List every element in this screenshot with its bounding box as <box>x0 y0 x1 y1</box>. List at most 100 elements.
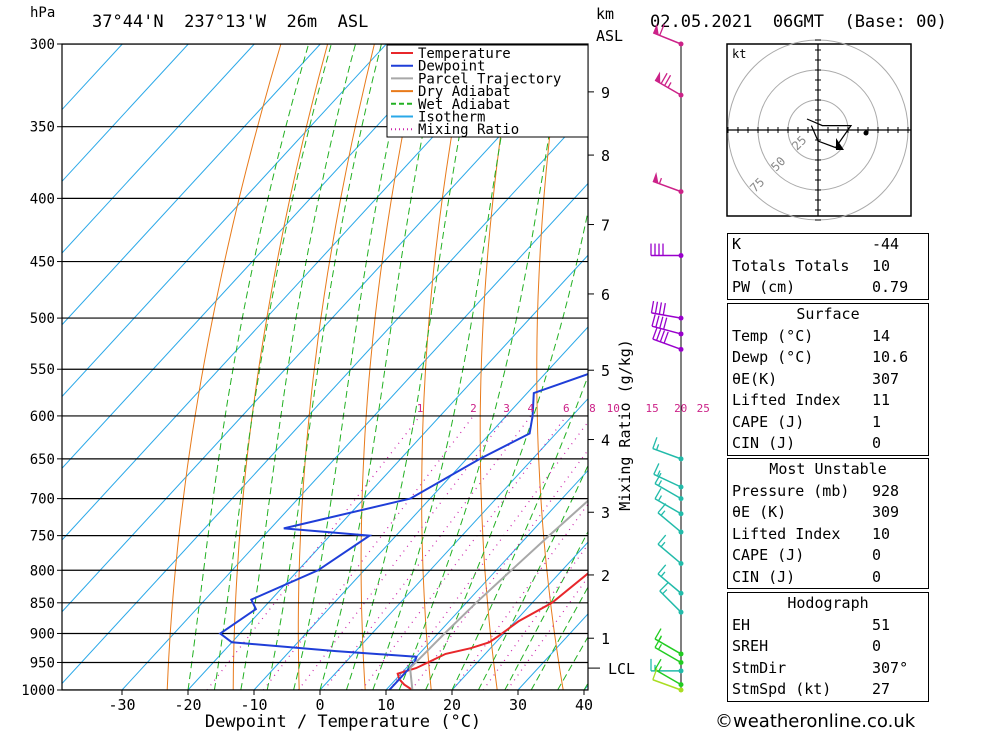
index-value: 14 <box>872 326 891 345</box>
wind-barb <box>659 582 684 615</box>
legend-label: Dry Adiabat <box>418 84 511 100</box>
mixing-ratio-line <box>482 543 588 690</box>
index-label: EH <box>732 615 751 634</box>
index-label: StmSpd (kt) <box>732 680 832 698</box>
x-tick-label: 20 <box>443 696 461 714</box>
index-row: Dewp (°C) 10.6 <box>728 347 928 369</box>
index-row: StmDir 307° <box>728 658 928 680</box>
wind-barb <box>657 503 684 535</box>
mixing-ratio-line <box>262 415 474 690</box>
x-tick-label: -10 <box>240 696 267 714</box>
legend-label: Wet Adiabat <box>418 97 511 113</box>
datetime-title: 02.05.2021 06GMT (Base: 00) <box>650 12 947 32</box>
wind-barb <box>654 636 684 665</box>
surface-table: Surface Temp (°C) 14 Dewp (°C) 10.6 θE(K) 307 L… <box>727 303 929 456</box>
index-row: CIN (J) 0 <box>728 433 928 455</box>
index-value: 51 <box>872 615 891 634</box>
isotherm <box>62 44 453 469</box>
legend-label: Isotherm <box>418 110 485 126</box>
km-label: 6 <box>601 286 610 304</box>
km-label: 5 <box>601 362 610 380</box>
pressure-label: 550 <box>30 362 55 378</box>
dry-adiabat <box>360 44 422 690</box>
index-row: θE(K) 307 <box>728 369 928 391</box>
index-value: 307 <box>872 369 900 388</box>
index-label: K <box>732 235 742 253</box>
index-label: Lifted Index <box>732 524 841 543</box>
mixing-ratio-label: 10 <box>607 402 620 415</box>
index-value: 10.6 <box>872 348 909 366</box>
x-tick-label: 30 <box>509 696 527 714</box>
pressure-label: 300 <box>30 37 55 53</box>
pressure-label: 350 <box>30 120 55 136</box>
legend-box <box>386 44 589 138</box>
table-section-title: Hodograph <box>787 594 869 612</box>
asl-label: ASL <box>596 27 624 45</box>
index-label: CIN (J) <box>732 567 796 586</box>
index-row: EH 51 <box>728 615 928 637</box>
isotherm <box>451 541 588 690</box>
isotherm <box>121 182 588 690</box>
index-row: K -44 <box>728 234 928 256</box>
wind-barb <box>650 243 684 259</box>
isotherm <box>62 44 519 541</box>
index-value: 0 <box>872 546 882 564</box>
wind-barb <box>657 564 684 596</box>
index-label: Lifted Index <box>732 391 841 409</box>
wet-adiabat <box>425 209 588 690</box>
index-label: Totals Totals <box>732 256 850 275</box>
wind-barb <box>654 472 684 502</box>
mixing-ratio-axis-label: Mixing Ratio (g/kg) <box>616 339 634 511</box>
table-section-title: Surface <box>796 305 860 323</box>
index-row: θE (K) 309 <box>728 502 928 524</box>
mixing-ratio-label: 2 <box>470 402 477 415</box>
hpa-label: hPa <box>30 5 56 21</box>
index-value: 0 <box>872 567 882 586</box>
wind-barb <box>653 463 684 490</box>
index-value: 307° <box>872 658 909 677</box>
table-section-title: Most Unstable <box>769 460 887 478</box>
series-parcel-trajectory <box>409 499 588 690</box>
km-label: 9 <box>601 84 610 102</box>
km-label: 8 <box>601 147 610 165</box>
wind-barb <box>652 171 684 195</box>
index-label: StmDir <box>732 658 787 677</box>
wet-adiabat <box>187 44 310 690</box>
wind-barb <box>654 658 684 688</box>
dry-adiabat <box>936 44 1000 690</box>
index-label: θE(K) <box>732 369 778 388</box>
isotherm <box>187 254 588 690</box>
index-row: Pressure (mb) 928 <box>728 481 928 503</box>
isotherm <box>62 111 588 685</box>
index-value: 27 <box>872 680 891 698</box>
legend-label: Dewpoint <box>418 59 485 75</box>
index-row: Lifted Index 11 <box>728 390 928 412</box>
index-label: Dewp (°C) <box>732 348 814 366</box>
index-value: 10 <box>872 524 891 543</box>
isotherm <box>385 469 588 690</box>
index-label: CAPE (J) <box>732 546 805 564</box>
wet-adiabat <box>240 44 356 690</box>
isotherm <box>253 326 588 690</box>
mixing-ratio-label: 6 <box>563 402 570 415</box>
pressure-label: 650 <box>30 452 55 468</box>
mixing-ratio-label: 15 <box>646 402 659 415</box>
index-value: 0 <box>872 637 882 655</box>
pressure-label: 700 <box>30 492 55 508</box>
series-temperature <box>396 572 588 690</box>
dry-adiabat <box>232 44 329 690</box>
km-label: 7 <box>601 217 610 235</box>
index-label: PW (cm) <box>732 278 796 296</box>
wind-barb <box>652 668 684 693</box>
pressure-label: 900 <box>30 626 55 642</box>
wet-adiabat <box>372 44 518 690</box>
most-unstable-table: Most Unstable Pressure (mb) 928 θE (K) 309 Li… <box>727 458 929 589</box>
index-label: Temp (°C) <box>732 326 814 345</box>
mixing-ratio-line <box>388 420 588 690</box>
hodograph-point <box>863 130 869 136</box>
isotherm <box>62 44 585 613</box>
pressure-label: 500 <box>30 311 55 327</box>
pressure-label: 750 <box>30 529 55 545</box>
wind-barb <box>652 23 684 47</box>
